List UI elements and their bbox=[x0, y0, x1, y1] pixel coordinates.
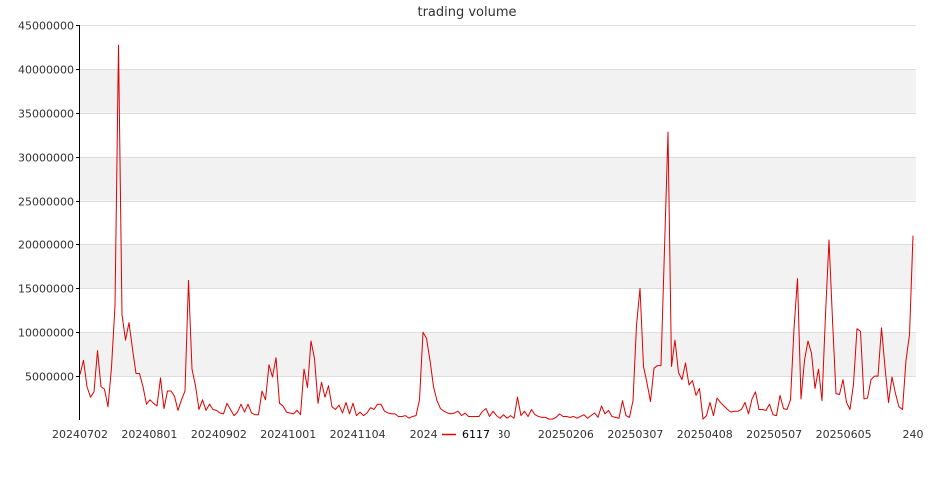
x-tick-label: 20241 bbox=[410, 428, 445, 441]
legend-label: 6117 bbox=[462, 428, 490, 441]
x-tick-label: 20250206 bbox=[538, 428, 594, 441]
x-tick-label: 20240902 bbox=[191, 428, 247, 441]
x-tick-label: 20250408 bbox=[677, 428, 733, 441]
x-axis-ticks: 20240702 20240801 20240902 20241001 20241104… bbox=[52, 428, 924, 441]
x-tick-label: 20250507 bbox=[746, 428, 802, 441]
chart-title: trading volume bbox=[417, 5, 516, 20]
x-tick-label: 20240702 bbox=[52, 428, 108, 441]
x-tick-label: 20241001 bbox=[260, 428, 316, 441]
plot-band bbox=[80, 332, 916, 377]
x-tick-label: 20250307 bbox=[607, 428, 663, 441]
y-tick-label: 15000000 bbox=[18, 283, 74, 296]
plot-band bbox=[80, 68, 916, 113]
y-tick-label: 35000000 bbox=[18, 108, 74, 121]
y-tick-label: 25000000 bbox=[18, 196, 74, 209]
y-tick-label: 40000000 bbox=[18, 64, 74, 77]
gridlines bbox=[80, 25, 916, 377]
y-tick-label: 5000000 bbox=[25, 371, 74, 384]
y-axis-ticks: 5000000 10000000 15000000 20000000 25000000 3… bbox=[18, 20, 80, 384]
x-tick-label: 20240801 bbox=[121, 428, 177, 441]
plot-background-bands bbox=[80, 68, 916, 377]
legend-background bbox=[437, 424, 499, 442]
legend: 6117 bbox=[437, 424, 499, 442]
x-tick-label: 20241104 bbox=[330, 428, 386, 441]
x-tick-label: 240 bbox=[903, 428, 924, 441]
series-line bbox=[79, 44, 914, 420]
x-tick-label: 20250605 bbox=[816, 428, 872, 441]
y-tick-label: 30000000 bbox=[18, 152, 74, 165]
plot-band bbox=[80, 244, 916, 289]
y-tick-label: 10000000 bbox=[18, 327, 74, 340]
y-tick-label: 45000000 bbox=[18, 20, 74, 33]
series-layer bbox=[79, 44, 914, 420]
plot-band bbox=[80, 156, 916, 201]
y-tick-label: 20000000 bbox=[18, 239, 74, 252]
